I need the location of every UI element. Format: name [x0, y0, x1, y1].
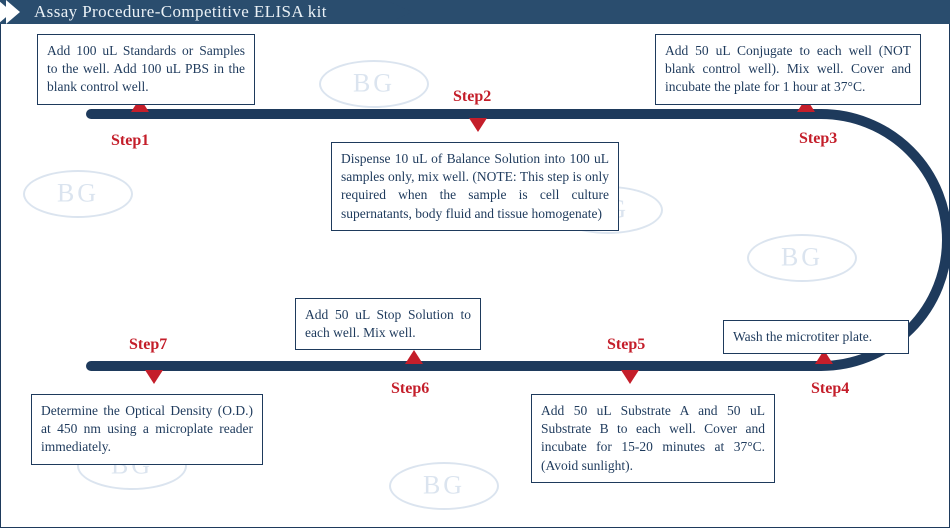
header-arrow-icon [390, 2, 412, 22]
header-bar: Assay Procedure-Competitive ELISA kit [0, 0, 950, 24]
step-box-2: Dispense 10 uL of Balance Solution into … [331, 142, 619, 231]
watermark: BG [23, 170, 133, 218]
triangle-down-icon [145, 370, 163, 384]
step-label-1: Step1 [111, 132, 149, 150]
watermark: BG [389, 462, 499, 510]
triangle-down-icon [469, 118, 487, 132]
step-box-4: Wash the microtiter plate. [723, 320, 909, 354]
page-title: Assay Procedure-Competitive ELISA kit [34, 2, 327, 22]
step-label-5: Step5 [607, 336, 645, 354]
step-label-7: Step7 [129, 336, 167, 354]
step-label-3: Step3 [799, 130, 837, 148]
step-label-6: Step6 [391, 380, 429, 398]
watermark: BG [319, 60, 429, 108]
step-label-4: Step4 [811, 380, 849, 398]
step-box-7: Determine the Optical Density (O.D.) at … [31, 394, 263, 465]
step-box-6: Add 50 uL Stop Solution to each well. Mi… [295, 298, 481, 350]
step-label-2: Step2 [453, 88, 491, 106]
step-box-3: Add 50 uL Conjugate to each well (NOT bl… [655, 34, 921, 105]
step-box-5: Add 50 uL Substrate A and 50 uL Substrat… [531, 394, 775, 483]
triangle-down-icon [621, 370, 639, 384]
watermark: BG [747, 234, 857, 282]
triangle-up-icon [405, 350, 423, 364]
diagram-canvas: BGBGBGBGBGBGStep1Add 100 uL Standards or… [0, 24, 950, 528]
step-box-1: Add 100 uL Standards or Samples to the w… [37, 34, 255, 105]
chevron-icon [6, 0, 20, 24]
